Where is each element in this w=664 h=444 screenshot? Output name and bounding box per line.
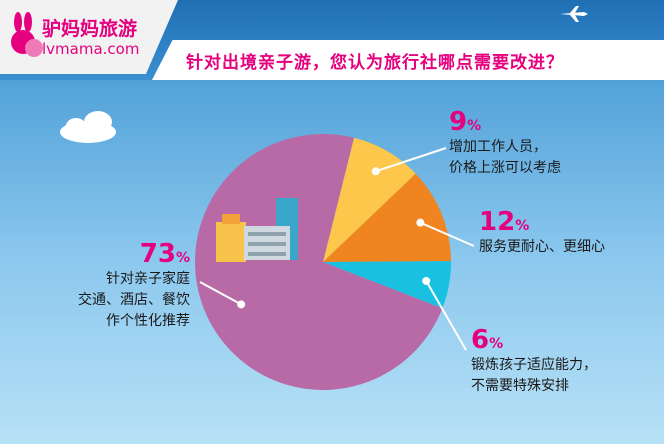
pie-slice-0 bbox=[323, 137, 416, 262]
pie-slice-1 bbox=[323, 173, 451, 262]
pie-slice-3 bbox=[194, 134, 443, 390]
leader-lines bbox=[199, 147, 475, 351]
slice-text-1: 服务更耐心、更细心 bbox=[479, 239, 605, 255]
slice-label-1: 12% 服务更耐心、更细心 bbox=[479, 209, 605, 258]
leader-dot-2 bbox=[422, 276, 431, 285]
cloud-icon bbox=[60, 111, 116, 143]
leader-line-1 bbox=[419, 221, 475, 247]
slice-pct-2: 6% bbox=[471, 325, 504, 355]
pie-slice-2 bbox=[323, 261, 451, 309]
slice-pct-1: 12% bbox=[479, 207, 530, 237]
slice-pct-0: 9% bbox=[449, 107, 482, 137]
brand-name-cn: 驴妈妈旅游 bbox=[42, 18, 138, 40]
leader-dot-1 bbox=[416, 218, 425, 227]
leader-line-2 bbox=[425, 280, 467, 351]
title-band bbox=[152, 40, 664, 80]
leader-dot-0 bbox=[371, 167, 380, 176]
slice-label-2: 6% 锻炼孩子适应能力， 不需要特殊安排 bbox=[471, 327, 597, 397]
slice-text-0: 增加工作人员， 价格上涨可以考虑 bbox=[449, 139, 561, 176]
buildings-icon bbox=[216, 198, 298, 262]
slice-label-3: 73% 针对亲子家庭 交通、酒店、餐饮 作个性化推荐 bbox=[78, 241, 190, 332]
chart-title: 针对出境亲子游，您认为旅行社哪点需要改进？ bbox=[186, 53, 564, 73]
pie-slices bbox=[194, 134, 451, 390]
slice-text-2: 锻炼孩子适应能力， 不需要特殊安排 bbox=[471, 357, 597, 394]
leader-line-0 bbox=[375, 147, 447, 173]
leader-line-3 bbox=[199, 281, 242, 306]
slice-text-3: 针对亲子家庭 交通、酒店、餐饮 作个性化推荐 bbox=[78, 271, 190, 329]
rabbit-logo-icon bbox=[11, 12, 43, 57]
slice-label-0: 9% 增加工作人员， 价格上涨可以考虑 bbox=[449, 109, 561, 179]
plane-icon bbox=[560, 6, 588, 22]
slice-pct-3: 73% bbox=[139, 239, 190, 269]
leader-dot-3 bbox=[237, 300, 246, 309]
brand-name-en: lvmama.com bbox=[42, 40, 140, 58]
